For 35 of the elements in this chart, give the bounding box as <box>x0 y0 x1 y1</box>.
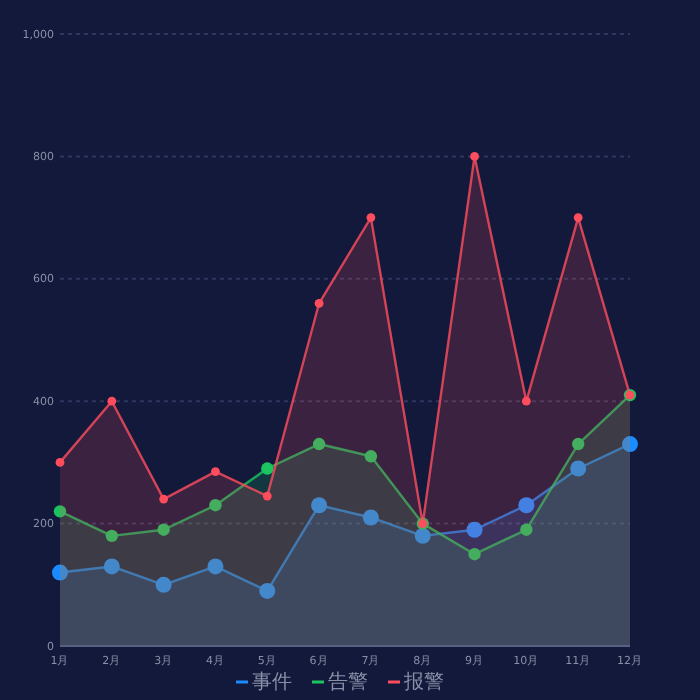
point <box>520 523 533 536</box>
point <box>262 491 272 501</box>
point <box>105 529 119 543</box>
point <box>155 576 172 593</box>
point <box>312 437 326 451</box>
point <box>414 527 431 544</box>
legend-label: 告警 <box>328 670 368 694</box>
point <box>466 521 483 538</box>
point <box>259 582 276 599</box>
point <box>52 564 68 581</box>
point <box>622 436 638 453</box>
point <box>364 450 378 463</box>
point <box>571 437 585 451</box>
point <box>518 497 535 514</box>
point <box>159 494 169 504</box>
point <box>311 497 328 514</box>
point <box>107 396 117 406</box>
point <box>207 558 224 575</box>
point <box>53 505 67 518</box>
legend-label: 报警 <box>402 670 444 694</box>
point <box>209 499 222 512</box>
point <box>314 298 324 308</box>
point <box>470 152 479 161</box>
point <box>366 213 376 222</box>
point <box>55 458 65 467</box>
legend-label: 事件 <box>252 670 292 694</box>
point <box>570 460 587 477</box>
point <box>573 213 583 222</box>
point <box>468 548 481 561</box>
point <box>261 462 274 475</box>
point <box>103 558 120 575</box>
point <box>211 467 220 476</box>
point <box>157 523 170 536</box>
point <box>521 396 531 406</box>
point <box>362 509 379 526</box>
